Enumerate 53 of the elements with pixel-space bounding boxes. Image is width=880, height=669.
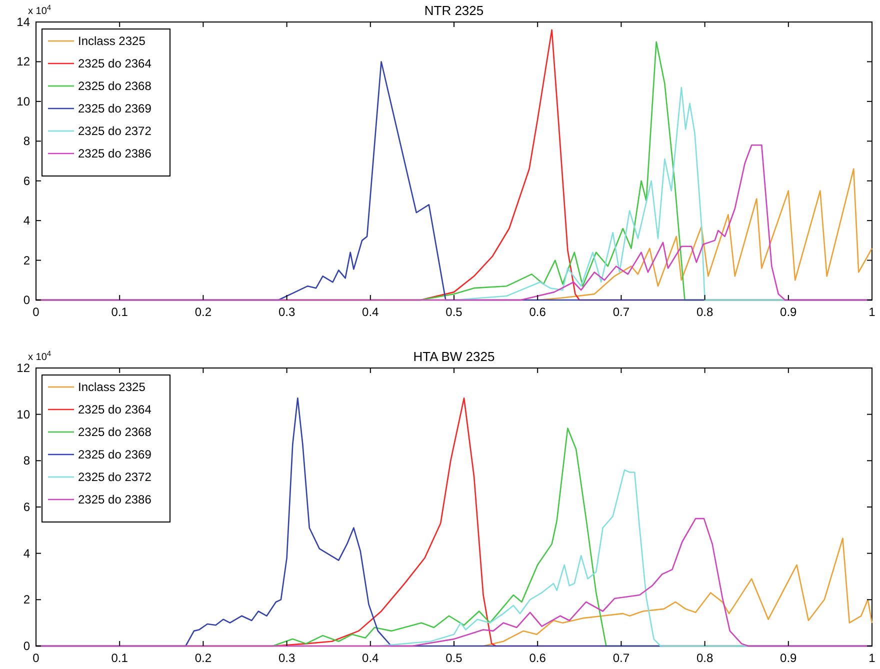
- x-tick-label: 0.2: [194, 651, 212, 665]
- y-tick-label: 8: [23, 454, 30, 468]
- y-tick-label: 12: [16, 361, 30, 375]
- x-tick-label: 1: [868, 651, 876, 665]
- y-tick-label: 2: [23, 253, 30, 268]
- text: x 10$^{4}$: [28, 2, 52, 17]
- x-tick-label: 0.8: [696, 305, 714, 319]
- legend-label: 2325 do 2364: [78, 402, 152, 416]
- y-tick-label: 0: [23, 639, 30, 653]
- legend-label: Inclass 2325: [78, 380, 146, 394]
- x-tick-label: 0.1: [111, 651, 128, 665]
- x-tick-label: 0.7: [612, 651, 630, 665]
- y-tick-label: 4: [23, 214, 30, 228]
- x-tick-label: 0.8: [696, 651, 714, 665]
- x-tick-label: 1: [868, 305, 876, 319]
- x-tick-label: 0.3: [278, 305, 296, 319]
- legend-label: Inclass 2325: [78, 34, 146, 48]
- x-tick-label: 0: [32, 651, 40, 665]
- y-tick-label: 12: [16, 54, 30, 69]
- text: x 10$^{4}$: [28, 348, 52, 363]
- x-tick-label: 0: [32, 305, 40, 319]
- x-tick-label: 0.4: [362, 305, 380, 319]
- x-tick-label: 0.4: [362, 651, 380, 665]
- y-tick-label: 10: [16, 94, 30, 108]
- y-tick-label: 2: [23, 592, 30, 607]
- y-tick-label: 6: [23, 174, 30, 188]
- y-tick-label: 0: [23, 293, 30, 307]
- x-tick-label: 0.5: [446, 305, 463, 319]
- y-tick-label: 10: [16, 407, 30, 422]
- legend-label: 2325 do 2364: [78, 56, 152, 70]
- legend-label: 2325 do 2368: [78, 79, 152, 93]
- x-tick-label: 0.9: [780, 651, 798, 665]
- legend-label: 2325 do 2369: [78, 448, 152, 462]
- y-tick-label: 6: [23, 500, 30, 514]
- legend-label: 2325 do 2372: [78, 124, 152, 138]
- x-tick-label: 0.9: [780, 305, 798, 319]
- x-tick-label: 0.3: [278, 651, 296, 665]
- legend-label: 2325 do 2386: [78, 146, 152, 160]
- legend-label: 2325 do 2368: [78, 425, 152, 439]
- x-tick-label: 0.7: [612, 305, 630, 319]
- y-tick-label: 8: [23, 134, 30, 148]
- y-tick-label: 14: [16, 15, 30, 29]
- x-tick-label: 0.1: [111, 305, 128, 319]
- legend-label: 2325 do 2372: [78, 470, 152, 484]
- x-tick-label: 0.6: [529, 305, 546, 319]
- legend-label: 2325 do 2386: [78, 492, 152, 506]
- x-tick-label: 0.5: [446, 651, 463, 665]
- legend-label: 2325 do 2369: [78, 102, 152, 116]
- x-tick-label: 0.2: [194, 305, 212, 319]
- x-tick-label: 0.6: [529, 651, 546, 665]
- chart-title: HTA BW 2325: [413, 349, 495, 364]
- chart-title: NTR 2325: [424, 3, 484, 18]
- y-tick-label: 4: [23, 546, 30, 560]
